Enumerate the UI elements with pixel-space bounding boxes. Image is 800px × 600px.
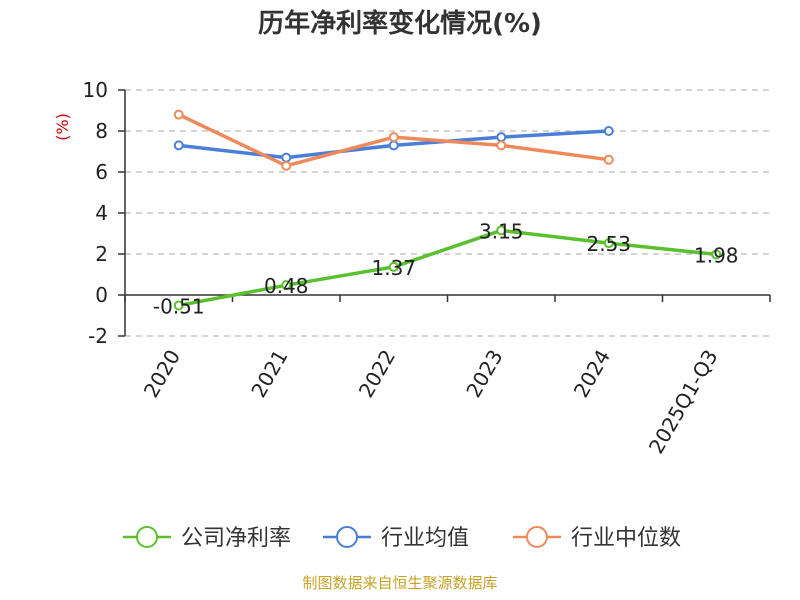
data-point [496,140,507,151]
legend-item[interactable]: 公司净利率 [123,526,291,551]
data-point [496,225,507,236]
legend-marker [336,526,358,548]
data-point [711,249,722,260]
data-label: 0.48 [264,274,309,298]
axes: 10 8 6 4 2 0 -2 2020 2021 2022 2023 2024 2025Q1-Q3 [83,78,771,458]
data-point [173,300,184,311]
source-note: 制图数据来自恒生聚源数据库 [302,574,497,592]
legend-label: 公司净利率 [181,526,291,551]
legend-marker [526,526,548,548]
x-tick-label: 2025Q1-Q3 [644,346,723,458]
data-point [388,261,399,272]
data-labels: -0.51 0.48 1.37 3.15 2.53 1.98 [153,219,739,318]
x-tick-label: 2024 [569,346,615,402]
y-tick-label: 10 [83,78,108,102]
data-label: 3.15 [479,219,524,243]
x-tick-label: 2020 [139,346,185,402]
data-point [603,238,614,249]
data-point [281,152,292,163]
data-label: 1.98 [694,243,739,267]
data-label: 1.37 [371,256,416,280]
data-point [496,132,507,143]
data-point [603,126,614,136]
x-tick-label: 2023 [461,346,507,402]
legend-marker [136,526,158,548]
data-point [388,132,399,143]
legend: 公司净利率 行业均值 行业中位数 [123,526,681,551]
legend-label: 行业中位数 [571,526,681,551]
y-axis-label: (%) [53,113,72,141]
data-point [281,160,292,171]
y-tick-label: 4 [95,201,108,225]
y-tick-label: -2 [88,324,108,348]
data-point [281,280,292,291]
data-label: 2.53 [586,232,631,256]
y-tick-label: 6 [95,160,108,184]
legend-item[interactable]: 行业均值 [323,526,469,551]
series-line [178,228,717,308]
legend-item[interactable]: 行业中位数 [513,526,681,551]
chart-title: 历年净利率变化情况(%) [258,8,542,39]
series-lines [173,109,722,311]
y-tick-label: 8 [95,119,108,143]
grid-lines [125,89,770,337]
data-point [173,109,184,120]
data-point [603,154,614,165]
y-tick-label: 0 [95,283,108,307]
legend-label: 行业均值 [381,526,469,551]
x-tick-label: 2022 [354,346,400,402]
data-point [388,140,399,151]
data-label: -0.51 [153,294,205,318]
data-point [173,140,184,151]
y-tick-label: 2 [95,242,108,266]
x-tick-label: 2021 [246,346,292,402]
